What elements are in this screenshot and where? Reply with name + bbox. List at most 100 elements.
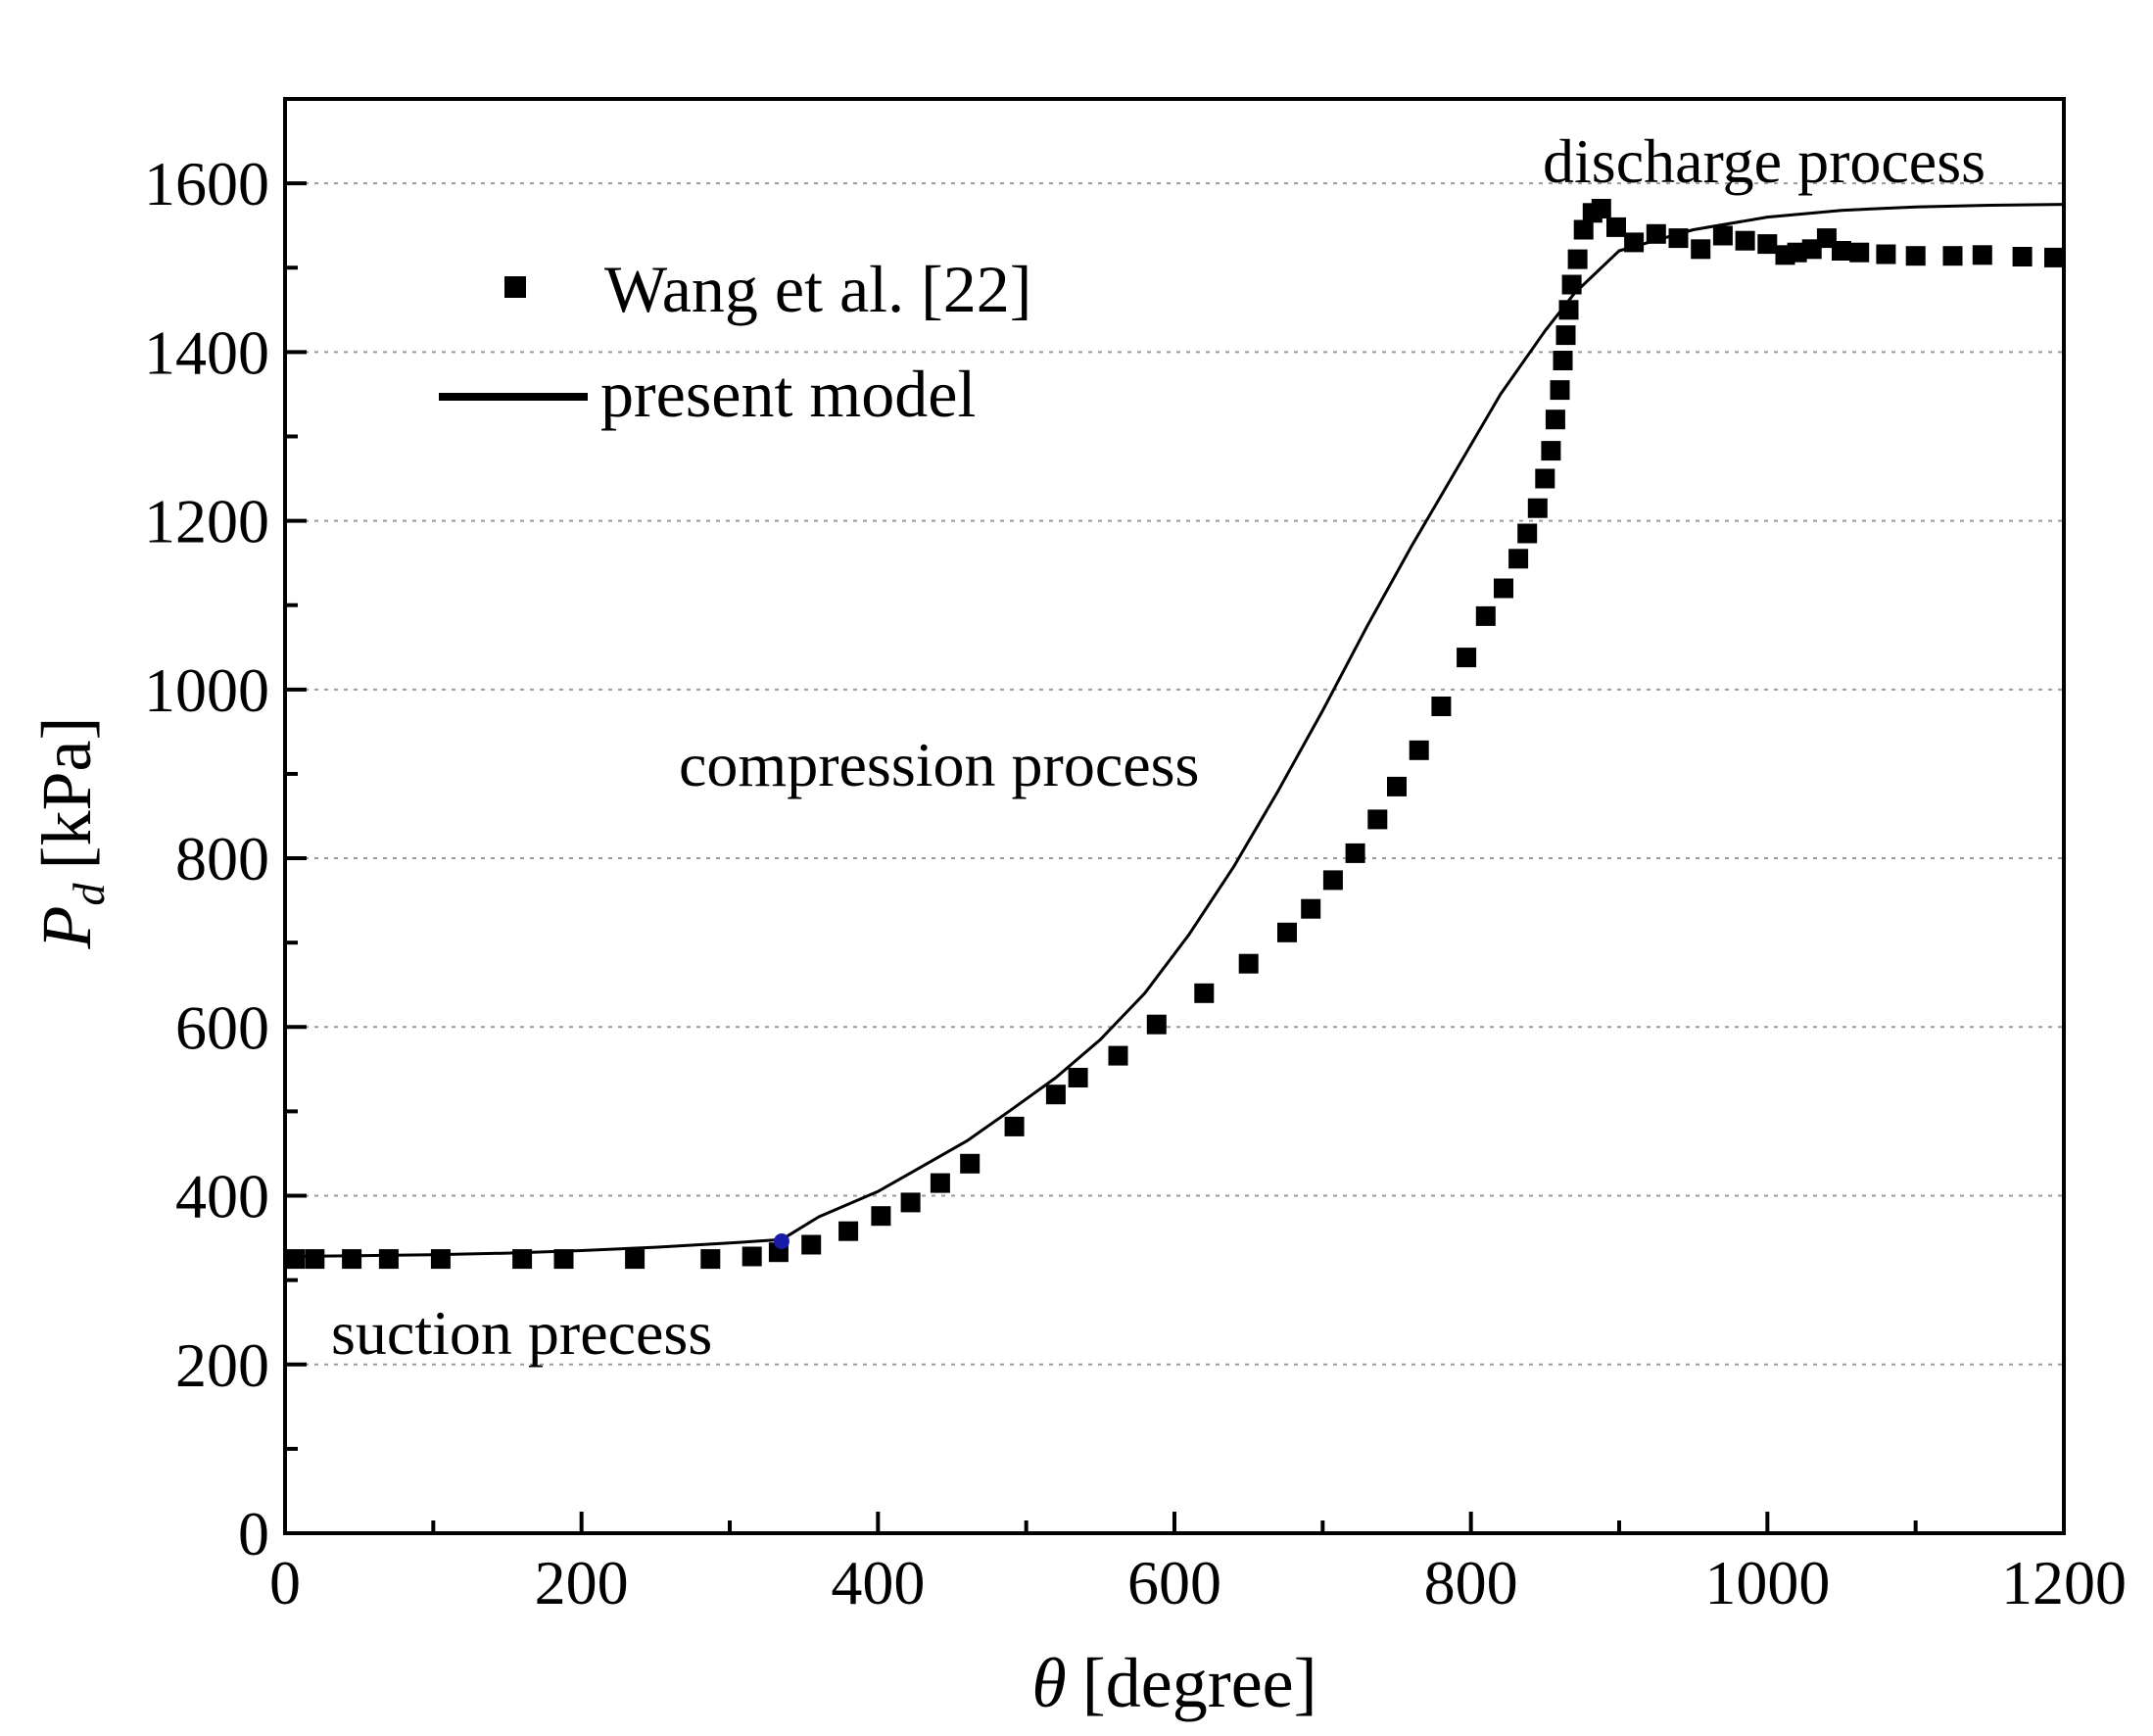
wang-point-45: [1561, 274, 1582, 295]
wang-point-39: [1541, 441, 1561, 461]
wang-point-63: [1849, 242, 1870, 263]
x-axis-symbol: θ: [1031, 1644, 1066, 1722]
wang-point-29: [1387, 776, 1407, 796]
wang-point-12: [838, 1221, 859, 1241]
wang-point-61: [1816, 228, 1837, 249]
wang-point-55: [1712, 225, 1733, 246]
wang-point-17: [1004, 1116, 1025, 1136]
wang-point-31: [1431, 697, 1452, 716]
y-tick-label-0: 0: [238, 1499, 269, 1568]
annotation-suction: suction precess: [331, 1298, 712, 1368]
legend: Wang et al. [22] present model: [439, 252, 1031, 431]
wang-point-57: [1757, 234, 1778, 255]
grid-layer: [285, 182, 2064, 1366]
wang-point-30: [1409, 740, 1429, 760]
wang-point-33: [1475, 605, 1496, 626]
wang-point-46: [1567, 249, 1588, 269]
y-axis-subscript: d: [64, 882, 114, 905]
wang-point-36: [1517, 523, 1538, 544]
wang-point-56: [1735, 230, 1755, 251]
wang-point-60: [1801, 239, 1822, 260]
wang-point-35: [1508, 549, 1529, 569]
x-tick-label-1000: 1000: [1704, 1548, 1830, 1617]
wang-point-22: [1194, 983, 1215, 1003]
wang-point-62: [1832, 241, 1851, 261]
wang-point-7: [625, 1249, 646, 1270]
wang-point-49: [1591, 199, 1611, 218]
x-tick-label-0: 0: [269, 1548, 301, 1617]
y-tick-label-600: 600: [175, 992, 269, 1062]
wang-point-38: [1535, 468, 1555, 489]
wang-point-50: [1606, 217, 1626, 237]
y-axis-symbol: P: [27, 905, 106, 949]
wang-point-41: [1550, 380, 1570, 401]
annotation-discharge: discharge process: [1543, 126, 1986, 196]
wang-point-51: [1624, 232, 1645, 253]
x-axis-title: θ [degree]: [1031, 1644, 1316, 1722]
legend-marker-wang: [504, 276, 526, 298]
wang-point-26: [1322, 870, 1343, 891]
y-tick-label-400: 400: [175, 1162, 269, 1231]
x-axis-unit: [degree]: [1082, 1644, 1317, 1722]
x-tick-label-1200: 1200: [2001, 1548, 2127, 1617]
legend-label-model: present model: [600, 357, 976, 431]
wang-point-47: [1573, 219, 1594, 240]
x-tick-label-600: 600: [1127, 1548, 1221, 1617]
wang-point-5: [512, 1249, 533, 1270]
wang-point-2: [342, 1249, 362, 1270]
wang-point-68: [2012, 247, 2033, 266]
wang-point-43: [1555, 325, 1576, 346]
wang-point-64: [1876, 244, 1896, 265]
wang-point-0: [285, 1249, 305, 1270]
transition-point-marker: [773, 1233, 789, 1250]
wang-point-4: [430, 1249, 451, 1270]
y-tick-label-200: 200: [175, 1330, 269, 1400]
wang-point-53: [1668, 228, 1689, 249]
y-axis-title: Pd [kPa]: [27, 717, 114, 950]
x-tick-label-200: 200: [535, 1548, 629, 1617]
wang-point-13: [871, 1206, 891, 1227]
y-tick-label-1400: 1400: [144, 317, 269, 387]
legend-label-wang: Wang et al. [22]: [604, 252, 1031, 326]
wang-point-18: [1045, 1085, 1066, 1105]
annotation-compression: compression process: [679, 730, 1199, 799]
wang-point-3: [378, 1249, 399, 1270]
y-tick-label-800: 800: [175, 824, 269, 893]
wang-point-42: [1553, 351, 1573, 370]
wang-point-20: [1108, 1045, 1128, 1066]
wang-point-34: [1494, 578, 1513, 599]
wang-point-23: [1238, 953, 1259, 974]
y-tick-label-1600: 1600: [144, 149, 269, 218]
wang-point-16: [960, 1153, 981, 1174]
y-tick-label-1000: 1000: [144, 655, 269, 725]
wang-point-24: [1277, 922, 1297, 942]
wang-point-44: [1558, 300, 1579, 320]
wang-point-19: [1068, 1068, 1088, 1087]
wang-point-8: [700, 1249, 721, 1270]
wang-point-66: [1942, 246, 1963, 266]
wang-point-54: [1691, 239, 1711, 260]
wang-point-1: [305, 1249, 325, 1270]
wang-point-69: [2044, 247, 2064, 267]
wang-point-14: [900, 1192, 921, 1213]
wang-point-59: [1787, 242, 1807, 263]
wang-point-28: [1367, 809, 1388, 830]
wang-point-25: [1301, 898, 1321, 919]
wang-point-9: [742, 1246, 762, 1267]
wang-point-11: [801, 1234, 822, 1255]
wang-point-40: [1545, 410, 1565, 430]
wang-point-65: [1905, 246, 1926, 266]
wang-point-21: [1146, 1014, 1167, 1035]
series-layer: [284, 199, 2065, 1270]
wang-point-15: [930, 1173, 950, 1193]
x-tick-label-800: 800: [1424, 1548, 1518, 1617]
wang-point-32: [1457, 648, 1477, 668]
wang-point-67: [1972, 245, 1992, 265]
y-axis-unit: [kPa]: [27, 717, 106, 870]
wang-point-27: [1345, 843, 1365, 863]
y-tick-label-1200: 1200: [144, 487, 269, 556]
x-tick-label-400: 400: [831, 1548, 925, 1617]
wang-point-6: [553, 1249, 574, 1270]
